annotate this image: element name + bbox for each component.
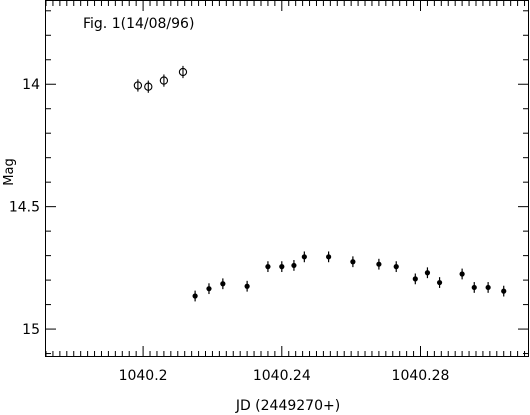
point-marker (244, 283, 250, 289)
data-point (301, 251, 307, 263)
x-axis-label: JD (2449270+) (235, 398, 340, 414)
point-marker (501, 288, 507, 294)
point-marker (412, 276, 418, 282)
data-point (159, 74, 169, 87)
data-point (412, 273, 418, 285)
data-point (144, 80, 153, 93)
data-point (326, 251, 332, 263)
point-marker (393, 264, 399, 270)
data-point (459, 268, 465, 280)
y-tick-label: 14 (22, 77, 40, 93)
point-marker (279, 264, 285, 270)
plot-frame (45, 0, 529, 357)
data-points (133, 65, 507, 302)
point-marker (192, 293, 198, 299)
data-point (133, 79, 143, 92)
point-marker (206, 286, 212, 292)
y-axis-label: Mag (2, 158, 17, 185)
x-tick-label: 1040.28 (392, 368, 450, 384)
point-marker (301, 254, 307, 260)
y-axis-tick-labels: 14 14.5 15 (9, 77, 40, 338)
point-marker (291, 262, 297, 269)
data-point (178, 65, 188, 79)
point-marker (376, 261, 382, 267)
data-point (485, 282, 491, 293)
point-marker (424, 270, 431, 276)
y-tick-label: 15 (22, 322, 40, 338)
x-tick-label: 1040.2 (119, 368, 168, 384)
data-point (376, 258, 382, 270)
data-point (350, 256, 356, 268)
point-marker (350, 259, 356, 265)
data-point (265, 261, 271, 273)
x-axis-ticks (45, 1, 526, 356)
x-tick-label: 1040.24 (253, 368, 311, 384)
point-marker (436, 279, 443, 286)
data-point (244, 280, 250, 292)
data-point (393, 261, 399, 273)
data-point (206, 283, 212, 295)
point-marker (326, 254, 332, 260)
y-axis-ticks (46, 10, 528, 355)
chart-title: Fig. 1(14/08/96) (83, 16, 194, 32)
point-marker (485, 284, 491, 291)
point-marker (265, 264, 271, 270)
point-marker (471, 284, 477, 291)
data-point (291, 260, 297, 271)
data-point (501, 285, 507, 297)
point-marker (459, 271, 465, 277)
x-axis-tick-labels: 1040.2 1040.24 1040.28 (119, 368, 450, 384)
data-point (279, 261, 285, 273)
y-tick-label: 14.5 (9, 200, 40, 216)
data-point (220, 278, 226, 290)
point-marker (220, 281, 226, 287)
data-point (424, 267, 431, 279)
data-point (436, 277, 443, 288)
data-point (471, 282, 477, 293)
data-point (192, 290, 198, 302)
